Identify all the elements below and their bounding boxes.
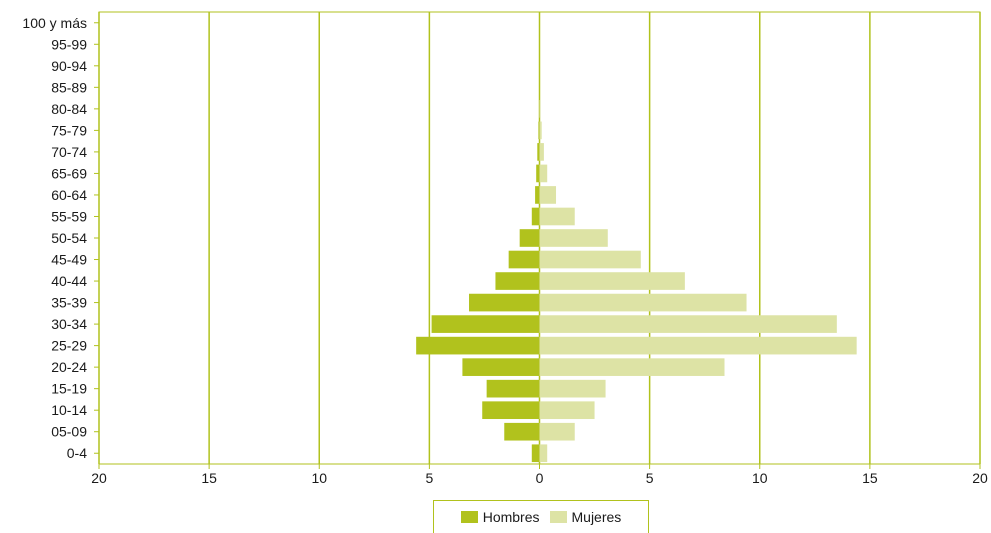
bar-hombres (431, 315, 540, 333)
bar-hombres (531, 444, 540, 463)
y-category-label: 05-09 (51, 424, 87, 440)
bar-mujeres (539, 422, 575, 441)
x-tick-label: 5 (646, 470, 654, 486)
y-category-label: 80-84 (51, 101, 87, 117)
bar-hombres (536, 164, 540, 183)
x-tick-label: 10 (752, 470, 768, 486)
y-category-label: 20-24 (51, 359, 87, 375)
bar-hombres (519, 229, 540, 247)
y-category-label: 35-39 (51, 295, 87, 311)
legend-item-hombres: Hombres (460, 509, 540, 525)
bar-hombres (486, 379, 540, 398)
bar-hombres (508, 250, 540, 269)
bar-hombres (416, 336, 540, 355)
legend-item-mujeres: Mujeres (549, 509, 622, 525)
bar-hombres (482, 401, 540, 420)
bar-mujeres (539, 272, 685, 290)
x-tick-label: 15 (201, 470, 217, 486)
bar-mujeres (539, 121, 542, 140)
y-category-label: 30-34 (51, 316, 87, 332)
legend-swatch-hombres (460, 511, 478, 523)
y-category-label: 65-69 (51, 165, 87, 181)
x-tick-label: 20 (972, 470, 988, 486)
y-category-label: 85-89 (51, 79, 87, 95)
bar-mujeres (539, 444, 548, 463)
bar-mujeres (539, 186, 557, 204)
y-category-label: 55-59 (51, 208, 87, 224)
bar-mujeres (539, 379, 606, 398)
y-category-label: 75-79 (51, 122, 87, 138)
y-category-label: 100 y más (22, 15, 87, 31)
y-category-label: 15-19 (51, 381, 87, 397)
legend: Hombres Mujeres (433, 500, 649, 533)
bar-hombres (462, 358, 540, 376)
bar-mujeres (539, 229, 608, 247)
x-tick-label: 10 (311, 470, 327, 486)
y-category-label: 10-14 (51, 402, 87, 418)
bar-hombres (538, 121, 540, 140)
y-category-label: 40-44 (51, 273, 87, 289)
y-category-label: 70-74 (51, 144, 87, 160)
y-category-label: 90-94 (51, 58, 87, 74)
bar-hombres (535, 186, 540, 204)
y-category-label: 0-4 (67, 445, 87, 461)
bar-hombres (504, 422, 540, 441)
bar-hombres (495, 272, 540, 290)
bar-mujeres (539, 401, 595, 420)
bar-mujeres (539, 207, 575, 226)
legend-label-mujeres: Mujeres (571, 509, 622, 525)
bar-mujeres (539, 100, 541, 118)
bar-mujeres (539, 315, 837, 333)
y-category-label: 45-49 (51, 252, 87, 268)
bar-mujeres (539, 358, 725, 376)
bar-hombres (531, 207, 540, 226)
bar-mujeres (539, 293, 747, 312)
bar-mujeres (539, 250, 641, 269)
bar-mujeres (539, 336, 857, 355)
bar-hombres (469, 293, 540, 312)
legend-swatch-mujeres (549, 511, 567, 523)
x-tick-label: 5 (425, 470, 433, 486)
y-category-label: 95-99 (51, 36, 87, 52)
y-category-label: 60-64 (51, 187, 87, 203)
x-tick-label: 0 (536, 470, 544, 486)
bar-mujeres (539, 164, 548, 183)
y-category-label: 50-54 (51, 230, 87, 246)
bar-mujeres (539, 143, 544, 161)
x-tick-label: 20 (91, 470, 107, 486)
y-category-label: 25-29 (51, 338, 87, 354)
bar-hombres (537, 143, 540, 161)
legend-label-hombres: Hombres (482, 509, 540, 525)
x-tick-label: 15 (862, 470, 878, 486)
